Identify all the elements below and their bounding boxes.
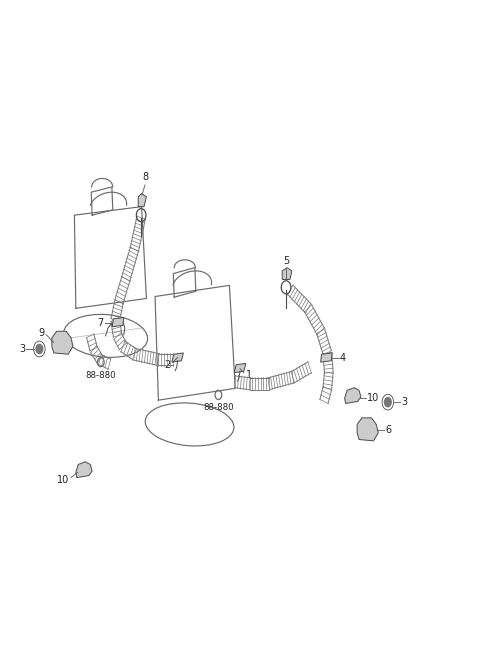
Text: 88-880: 88-880 <box>85 371 116 380</box>
Polygon shape <box>282 268 292 279</box>
Text: 88-880: 88-880 <box>203 403 234 413</box>
Text: 2: 2 <box>164 359 170 370</box>
Circle shape <box>384 398 391 407</box>
Text: 6: 6 <box>385 424 391 435</box>
Polygon shape <box>345 388 361 403</box>
Text: 9: 9 <box>38 327 45 338</box>
Polygon shape <box>321 353 332 362</box>
Circle shape <box>36 344 43 354</box>
Text: 5: 5 <box>283 256 289 266</box>
Polygon shape <box>234 363 246 373</box>
Text: 10: 10 <box>367 393 379 403</box>
Text: 7: 7 <box>97 318 103 328</box>
Polygon shape <box>138 194 146 207</box>
Text: 10: 10 <box>57 475 70 485</box>
Polygon shape <box>52 331 73 354</box>
Polygon shape <box>76 462 92 478</box>
Polygon shape <box>357 418 378 441</box>
Polygon shape <box>172 353 183 362</box>
Text: 3: 3 <box>401 397 408 407</box>
Text: 3: 3 <box>19 344 25 354</box>
Polygon shape <box>112 318 124 327</box>
Text: 8: 8 <box>142 172 148 182</box>
Text: 4: 4 <box>340 352 346 363</box>
Text: 1: 1 <box>246 370 252 380</box>
